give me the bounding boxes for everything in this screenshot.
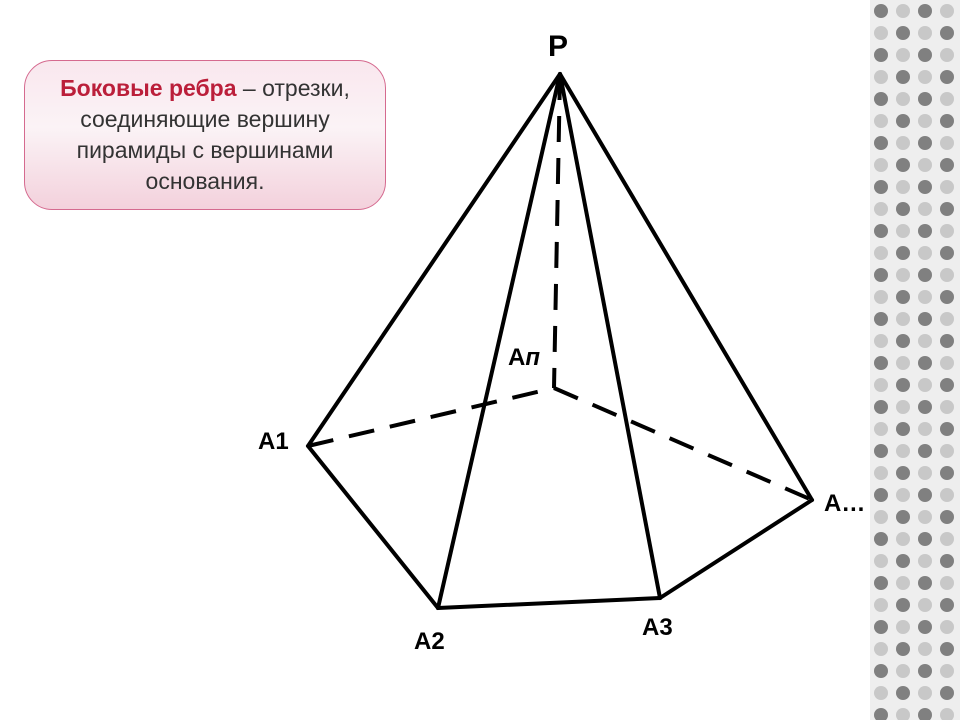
edge-A1-A2 [308, 446, 438, 608]
edge-A3-A_ [660, 500, 812, 598]
definition-term: Боковые ребра [60, 75, 236, 101]
edge-An-A_ [554, 388, 812, 500]
edge-A1-An [308, 388, 554, 446]
vertex-label-A1: А1 [258, 428, 289, 456]
vertex-label-A_: А… [824, 490, 865, 518]
vertex-label-A3: А3 [642, 614, 673, 642]
page: Боковые ребра – отрезки, соединяющие вер… [0, 0, 960, 720]
vertex-label-A2: А2 [414, 628, 445, 656]
edge-P-A3 [560, 74, 660, 598]
definition-line-4: основания. [146, 166, 265, 197]
edge-P-A2 [438, 74, 560, 608]
definition-line-2: соединяющие вершину [80, 104, 330, 135]
vertex-label-An: Ап [508, 344, 540, 372]
definition-line-1: Боковые ребра – отрезки, [60, 73, 350, 104]
edge-P-A_ [560, 74, 812, 500]
definition-line-3: пирамиды с вершинами [77, 135, 334, 166]
definition-callout: Боковые ребра – отрезки, соединяющие вер… [24, 60, 386, 210]
vertex-label-P: P [548, 30, 568, 64]
edge-P-An [554, 74, 560, 388]
edge-A2-A3 [438, 598, 660, 608]
